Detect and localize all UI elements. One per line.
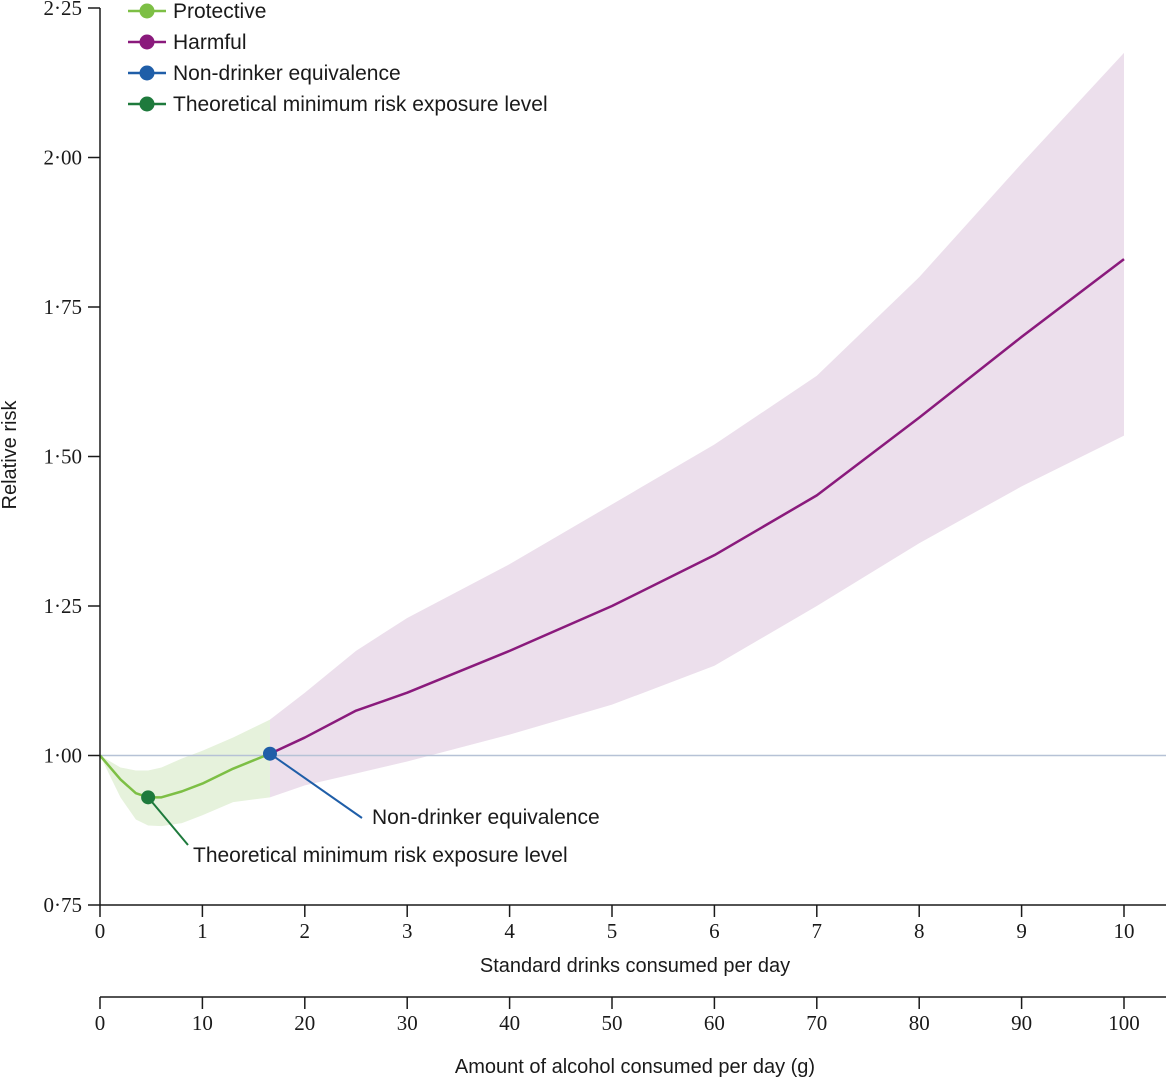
x-tick-label: 2: [300, 919, 311, 943]
x-tick-label: 8: [914, 919, 925, 943]
x-tick-label: 5: [607, 919, 618, 943]
legend-swatch-dot-protective: [139, 3, 155, 19]
x-tick-label: 4: [504, 919, 515, 943]
legend: Protective Harmful Non-drinker equivalence…: [128, 0, 548, 116]
non-drinker-leader: [269, 752, 363, 819]
legend-label-harmful: Harmful: [173, 31, 247, 54]
confidence-bands: [100, 52, 1124, 827]
x2-tick-label: 50: [602, 1011, 623, 1035]
x2-tick-label: 40: [499, 1011, 520, 1035]
x-tick-label: 3: [402, 919, 413, 943]
tmrel-leader: [147, 796, 189, 846]
line-protective: [99, 752, 271, 799]
x2-tick-label: 70: [806, 1011, 827, 1035]
point-callouts: [147, 752, 363, 846]
x-axis-drinks: 0 1 2 3 4 5 6 7 8 9 10: [95, 904, 1166, 943]
non-drinker-point: [262, 746, 277, 761]
y-tick-label: 0·75: [44, 893, 83, 917]
x-axis-title: Standard drinks consumed per day: [480, 955, 790, 977]
x2-tick-label: 80: [909, 1011, 930, 1035]
x2-tick-label: 30: [397, 1011, 418, 1035]
x2-tick-label: 0: [95, 1011, 106, 1035]
risk-curves: [99, 258, 1125, 799]
tmrel-point: [141, 790, 156, 805]
x-tick-label: 9: [1016, 919, 1027, 943]
x2-tick-label: 90: [1011, 1011, 1032, 1035]
tmrel-annotation: Theoretical minimum risk exposure level: [193, 844, 568, 867]
x-axis-grams: 0 10 20 30 40 50 60 70 80 90 100: [95, 996, 1166, 1035]
y-tick-label: 2·25: [44, 0, 83, 20]
x-tick-label: 6: [709, 919, 720, 943]
legend-swatch-dot-theoretical-minimum-risk-exposure-level: [139, 96, 155, 112]
legend-label-protective: Protective: [173, 0, 266, 23]
y-tick-label: 2·00: [44, 146, 83, 170]
band-protective: [100, 719, 270, 827]
non-drinker-annotation: Non-drinker equivalence: [372, 806, 600, 829]
y-axis: 0·75 1·00 1·25 1·50 1·75 2·00 2·25: [44, 0, 101, 917]
y-tick-label: 1·25: [44, 594, 83, 618]
legend-swatch-dot-harmful: [139, 34, 155, 50]
line-harmful: [269, 258, 1125, 755]
legend-swatch-dot-non-drinker-equivalence: [139, 65, 155, 81]
x-tick-label: 1: [197, 919, 208, 943]
x2-tick-label: 20: [294, 1011, 315, 1035]
band-harmful: [269, 52, 1124, 798]
x-tick-label: 10: [1114, 919, 1135, 943]
x-tick-label: 7: [812, 919, 823, 943]
x2-axis-title: Amount of alcohol consumed per day (g): [455, 1056, 815, 1078]
x-tick-label: 0: [95, 919, 106, 943]
legend-label-theoretical-minimum-risk-exposure-level: Theoretical minimum risk exposure level: [173, 93, 548, 116]
legend-label-non-drinker-equivalence: Non-drinker equivalence: [173, 62, 401, 85]
x2-tick-label: 10: [192, 1011, 213, 1035]
y-axis-title: Relative risk: [0, 400, 21, 510]
y-tick-label: 1·75: [44, 295, 83, 319]
x2-tick-label: 100: [1108, 1011, 1140, 1035]
x2-tick-label: 60: [704, 1011, 725, 1035]
highlight-points: [141, 746, 277, 805]
y-tick-label: 1·50: [44, 445, 83, 469]
y-tick-label: 1·00: [44, 744, 83, 768]
